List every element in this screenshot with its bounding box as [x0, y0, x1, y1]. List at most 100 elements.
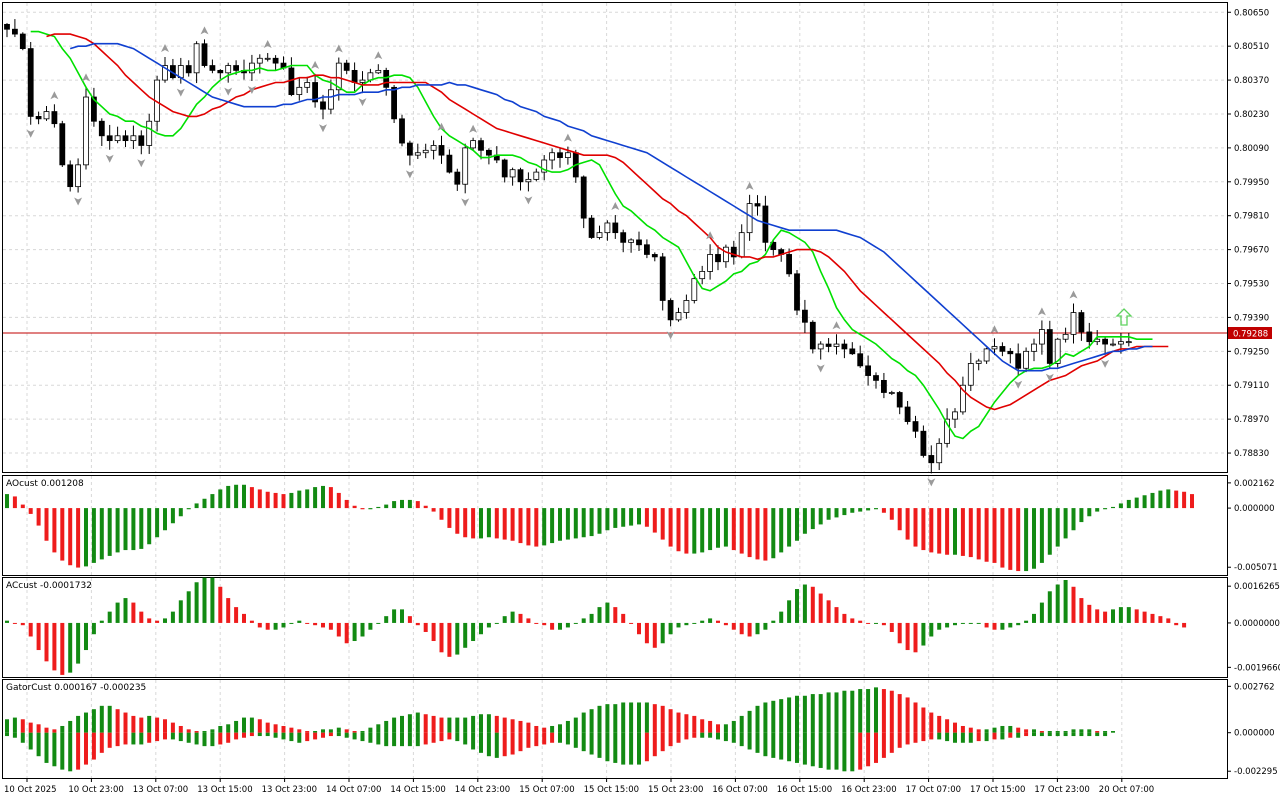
- fractal-arrow-icon: [224, 87, 233, 96]
- gator-bar: [739, 715, 744, 733]
- histogram-bar: [739, 508, 744, 554]
- histogram-bar: [953, 622, 957, 626]
- candle-body: [746, 203, 753, 234]
- candle-body: [375, 69, 382, 74]
- histogram-bar: [1142, 495, 1147, 509]
- histogram-bar: [913, 622, 918, 653]
- histogram-bar: [1008, 508, 1013, 570]
- histogram-bar: [202, 498, 207, 509]
- histogram-bar: [131, 508, 136, 551]
- gator-bar: [723, 724, 728, 733]
- gator-bar: [581, 732, 586, 752]
- histogram-bar: [850, 508, 855, 513]
- x-tick-label: 13 Oct 07:00: [133, 785, 188, 795]
- gator-bar: [779, 732, 784, 760]
- gator-bar: [897, 694, 902, 733]
- histogram-bar: [1039, 602, 1044, 623]
- histogram-bar: [479, 622, 483, 635]
- histogram-bar: [510, 508, 515, 541]
- histogram-bar: [447, 508, 452, 528]
- gator-bar: [889, 690, 894, 733]
- candle-body: [122, 135, 129, 142]
- histogram-bar: [297, 620, 302, 623]
- gator-bar: [826, 732, 831, 770]
- histogram-bar: [1047, 508, 1052, 555]
- histogram-bar: [897, 508, 902, 531]
- candle-body: [1007, 350, 1014, 355]
- histogram-bar: [242, 484, 246, 509]
- ac-pane[interactable]: [2, 577, 1228, 678]
- histogram-bar: [866, 508, 871, 511]
- histogram-bar: [1158, 490, 1163, 509]
- gator-bar: [929, 732, 934, 740]
- gator-bar: [700, 719, 705, 733]
- alligator-lines: [30, 30, 1169, 440]
- gator-bar: [407, 732, 412, 747]
- gator-bar: [194, 732, 199, 745]
- gator-bar: [44, 732, 49, 763]
- gator-bar: [486, 732, 491, 757]
- histogram-bar: [147, 508, 152, 545]
- candle-body: [399, 118, 405, 144]
- gator-bar: [170, 722, 175, 733]
- histogram-bar: [1190, 494, 1194, 509]
- histogram-bar: [810, 586, 815, 623]
- price-pane[interactable]: [2, 2, 1228, 473]
- gator-bar: [802, 732, 807, 765]
- candle-body: [454, 171, 461, 185]
- histogram-bar: [558, 622, 562, 630]
- gator-bar: [91, 732, 96, 760]
- gator-bar: [273, 724, 278, 733]
- gator-bar: [313, 732, 318, 740]
- gator-bar: [953, 732, 957, 743]
- gator-pane[interactable]: [2, 679, 1228, 779]
- gator-bar: [423, 732, 428, 745]
- gator-bar: [178, 725, 183, 733]
- histogram-bar: [99, 508, 104, 560]
- gator-bar: [984, 732, 989, 742]
- histogram-bar: [747, 622, 752, 637]
- x-tick-label: 14 Oct 23:00: [455, 785, 510, 795]
- histogram-bar: [716, 508, 720, 548]
- candle-body: [1118, 341, 1124, 345]
- candle-body: [1054, 338, 1061, 364]
- histogram-bar: [597, 607, 602, 623]
- gator-bar: [637, 732, 641, 765]
- gator-bar: [115, 732, 120, 747]
- histogram-bar: [921, 508, 926, 551]
- ao-pane[interactable]: [2, 475, 1228, 576]
- current-price-label: 0.79288: [1233, 330, 1268, 340]
- candle-body: [446, 154, 453, 173]
- histogram-bar: [629, 508, 634, 526]
- gator-bar: [60, 732, 65, 770]
- histogram-bar: [502, 508, 507, 540]
- histogram-bar: [605, 508, 610, 531]
- candle-body: [644, 244, 650, 255]
- candle-body: [833, 343, 840, 347]
- histogram-bar: [5, 494, 9, 509]
- gator-bar: [550, 725, 555, 733]
- gator-bar: [921, 707, 926, 733]
- candle-body: [11, 28, 18, 35]
- histogram-bar: [684, 622, 689, 626]
- gator-bar: [115, 709, 120, 733]
- histogram-bar: [542, 622, 547, 626]
- candle-body: [1039, 329, 1045, 345]
- candle-body: [960, 384, 966, 413]
- gator-bar: [463, 732, 468, 745]
- fractal-arrow-icon: [666, 331, 675, 340]
- gator-bar: [874, 687, 878, 733]
- candle-body: [952, 411, 958, 420]
- candle-body: [841, 343, 848, 350]
- histogram-bar: [1103, 508, 1108, 510]
- histogram-bar: [874, 622, 878, 624]
- histogram-bar: [1150, 492, 1155, 509]
- histogram-bar: [700, 620, 705, 623]
- gator-bar: [818, 694, 823, 733]
- gator-bar: [36, 724, 41, 733]
- gator-bar: [510, 719, 515, 733]
- histogram-bar: [581, 508, 586, 538]
- gator-bar: [163, 732, 167, 740]
- gator-bar: [692, 715, 697, 733]
